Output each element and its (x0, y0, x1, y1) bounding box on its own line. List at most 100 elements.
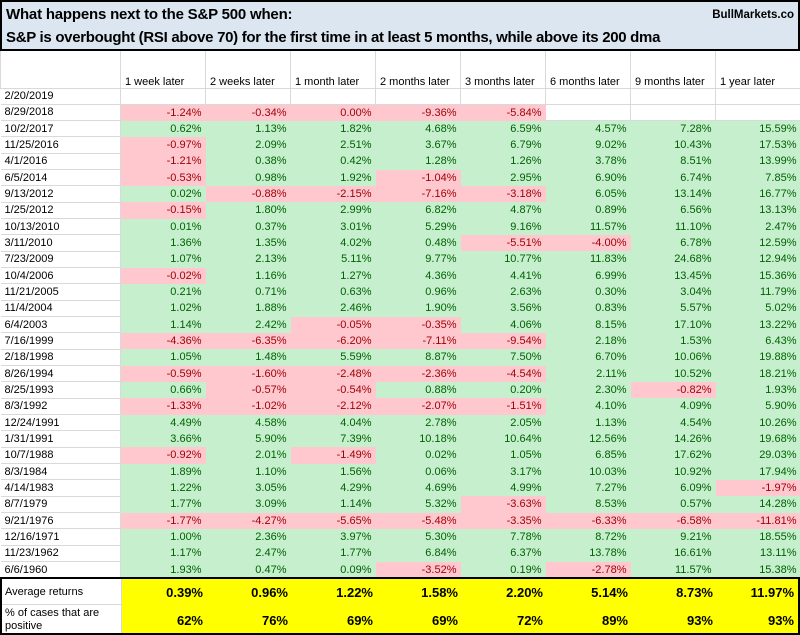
value-cell[interactable]: 2.47% (715, 218, 800, 235)
value-cell[interactable]: 3.17% (460, 463, 546, 480)
value-cell[interactable]: 6.85% (545, 447, 631, 464)
value-cell[interactable]: 2.42% (205, 316, 291, 333)
value-cell[interactable]: 1.36% (120, 234, 206, 252)
value-cell[interactable]: 17.10% (630, 316, 716, 333)
value-cell[interactable]: -4.27% (205, 512, 291, 529)
value-cell[interactable]: 5.57% (630, 300, 716, 317)
value-cell[interactable]: 17.53% (715, 136, 800, 154)
value-cell[interactable]: -0.05% (290, 316, 376, 333)
value-cell[interactable]: 2.11% (545, 365, 631, 382)
value-cell[interactable]: 10.77% (460, 251, 546, 268)
value-cell[interactable]: 5.02% (715, 300, 800, 317)
value-cell[interactable]: 4.29% (290, 479, 376, 497)
summary-value-cell[interactable]: 93% (767, 613, 794, 628)
value-cell[interactable]: -7.16% (375, 185, 461, 203)
summary-label-percent-positive[interactable]: % of cases that are positive (2, 605, 122, 633)
value-cell[interactable]: 1.05% (120, 349, 206, 366)
value-cell[interactable]: 24.68% (630, 251, 716, 268)
value-cell[interactable]: 6.84% (375, 545, 461, 562)
summary-value-cell[interactable]: 0.39% (166, 584, 203, 600)
value-cell[interactable]: 4.04% (290, 414, 376, 431)
date-cell[interactable]: 7/23/2009 (0, 251, 121, 269)
summary-value-cell[interactable]: 8.73% (676, 584, 713, 600)
value-cell[interactable]: 7.85% (715, 169, 800, 186)
value-cell[interactable]: 6.43% (715, 332, 800, 350)
value-cell[interactable]: -5.51% (460, 234, 546, 252)
value-cell[interactable]: 14.28% (715, 496, 800, 513)
value-cell[interactable] (715, 88, 800, 105)
value-cell[interactable]: 0.30% (545, 283, 631, 301)
value-cell[interactable]: 1.10% (205, 463, 291, 480)
value-cell[interactable]: -6.33% (545, 512, 631, 529)
value-cell[interactable]: 8.72% (545, 528, 631, 546)
value-cell[interactable]: -2.78% (545, 561, 631, 578)
value-cell[interactable]: 0.96% (375, 283, 461, 301)
value-cell[interactable]: -0.34% (205, 104, 291, 121)
value-cell[interactable]: 0.48% (375, 234, 461, 252)
value-cell[interactable]: 1.93% (715, 381, 800, 399)
value-cell[interactable]: 4.09% (630, 398, 716, 415)
date-cell[interactable]: 9/21/1976 (0, 512, 121, 530)
value-cell[interactable]: -4.36% (120, 332, 206, 350)
date-cell[interactable]: 12/24/1991 (0, 414, 121, 432)
summary-value-cell[interactable]: 2.20% (506, 584, 543, 600)
column-header[interactable]: 3 months later (460, 51, 546, 89)
value-cell[interactable]: 0.57% (630, 496, 716, 513)
value-cell[interactable]: 2.47% (205, 545, 291, 562)
value-cell[interactable]: 3.66% (120, 430, 206, 448)
value-cell[interactable]: 5.11% (290, 251, 376, 268)
column-header[interactable]: 1 week later (120, 51, 206, 89)
value-cell[interactable]: 2.95% (460, 169, 546, 186)
value-cell[interactable]: -1.04% (375, 169, 461, 186)
value-cell[interactable]: 19.68% (715, 430, 800, 448)
value-cell[interactable]: 10.06% (630, 349, 716, 366)
value-cell[interactable]: 5.30% (375, 528, 461, 546)
value-cell[interactable]: -0.15% (120, 202, 206, 219)
value-cell[interactable]: -3.63% (460, 496, 546, 513)
value-cell[interactable]: 13.22% (715, 316, 800, 333)
value-cell[interactable]: 5.90% (715, 398, 800, 415)
value-cell[interactable]: -3.52% (375, 561, 461, 578)
value-cell[interactable]: 12.59% (715, 234, 800, 252)
value-cell[interactable]: 6.59% (460, 120, 546, 137)
value-cell[interactable]: 1.14% (120, 316, 206, 333)
value-cell[interactable]: 0.83% (545, 300, 631, 317)
value-cell[interactable]: -4.00% (545, 234, 631, 252)
value-cell[interactable]: 1.07% (120, 251, 206, 268)
value-cell[interactable]: -9.54% (460, 332, 546, 350)
summary-value-cell[interactable]: 72% (516, 613, 543, 628)
value-cell[interactable]: 1.77% (120, 496, 206, 513)
column-header[interactable]: 2 weeks later (205, 51, 291, 89)
value-cell[interactable]: 0.66% (120, 381, 206, 399)
value-cell[interactable]: 13.13% (715, 202, 800, 219)
column-header[interactable]: 6 months later (545, 51, 631, 89)
value-cell[interactable]: 18.55% (715, 528, 800, 546)
summary-value-cell[interactable]: 93% (686, 613, 713, 628)
date-cell[interactable]: 11/4/2004 (0, 300, 121, 318)
value-cell[interactable]: 5.29% (375, 218, 461, 235)
date-cell[interactable]: 6/6/1960 (0, 561, 121, 579)
value-cell[interactable]: 1.05% (460, 447, 546, 464)
value-cell[interactable]: 2.99% (290, 202, 376, 219)
date-cell[interactable]: 8/3/1984 (0, 463, 121, 481)
value-cell[interactable]: 0.89% (545, 202, 631, 219)
date-cell[interactable]: 12/16/1971 (0, 528, 121, 546)
value-cell[interactable]: 9.21% (630, 528, 716, 546)
value-cell[interactable] (630, 88, 716, 105)
value-cell[interactable]: 4.10% (545, 398, 631, 415)
value-cell[interactable]: -1.77% (120, 512, 206, 529)
value-cell[interactable]: 9.16% (460, 218, 546, 235)
value-cell[interactable]: -6.35% (205, 332, 291, 350)
value-cell[interactable]: 11.79% (715, 283, 800, 301)
value-cell[interactable]: 4.68% (375, 120, 461, 137)
value-cell[interactable]: 10.03% (545, 463, 631, 480)
date-cell[interactable]: 7/16/1999 (0, 332, 121, 350)
value-cell[interactable]: -2.12% (290, 398, 376, 415)
value-cell[interactable]: 7.39% (290, 430, 376, 448)
value-cell[interactable]: 2.09% (205, 136, 291, 154)
date-cell[interactable]: 11/25/2016 (0, 136, 121, 154)
value-cell[interactable]: 1.80% (205, 202, 291, 219)
value-cell[interactable]: 1.35% (205, 234, 291, 252)
summary-value-cell[interactable]: 1.22% (336, 584, 373, 600)
value-cell[interactable]: -0.54% (290, 381, 376, 399)
